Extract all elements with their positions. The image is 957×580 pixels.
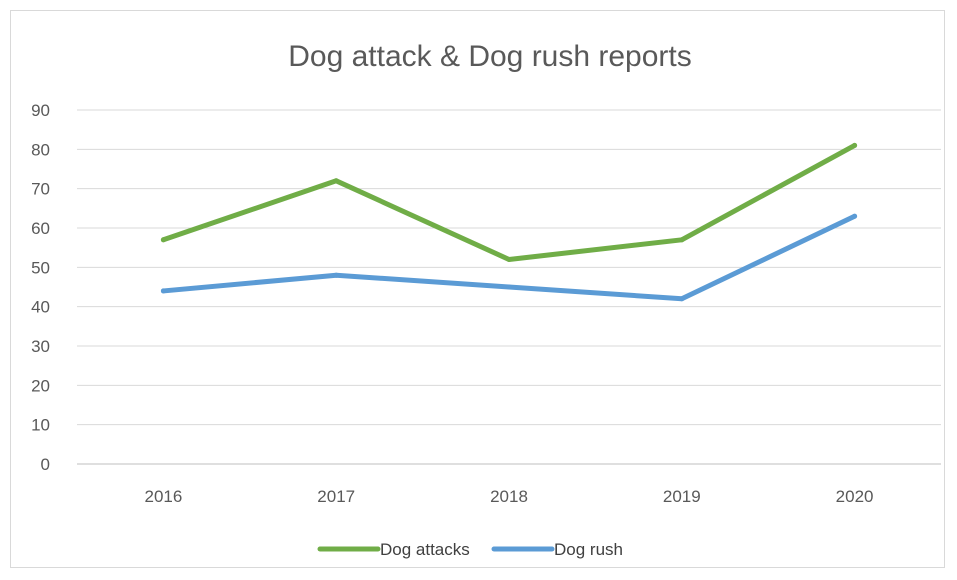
data-point <box>333 272 339 278</box>
y-tick-label: 60 <box>31 219 50 238</box>
data-point <box>160 237 166 243</box>
y-tick-label: 30 <box>31 337 50 356</box>
data-point <box>333 178 339 184</box>
legend-label: Dog attacks <box>380 540 470 559</box>
x-tick-label: 2017 <box>317 487 355 506</box>
data-point <box>679 237 685 243</box>
series-line-0 <box>160 142 858 262</box>
y-tick-label: 0 <box>41 455 50 474</box>
data-point <box>506 256 512 262</box>
x-tick-label: 2016 <box>144 487 182 506</box>
chart-title: Dog attack & Dog rush reports <box>288 40 692 73</box>
x-tick-label: 2018 <box>490 487 528 506</box>
data-point <box>852 213 858 219</box>
y-tick-label: 40 <box>31 298 50 317</box>
y-axis-ticks: 0 10 20 30 40 50 60 70 80 90 <box>31 101 50 474</box>
y-tick-label: 20 <box>31 376 50 395</box>
y-tick-label: 10 <box>31 416 50 435</box>
data-point <box>679 296 685 302</box>
x-axis-ticks: 2016 2017 2018 2019 2020 <box>144 487 873 506</box>
gridlines <box>77 109 941 465</box>
x-tick-label: 2019 <box>663 487 701 506</box>
y-tick-label: 70 <box>31 180 50 199</box>
data-point <box>506 284 512 290</box>
y-tick-label: 50 <box>31 258 50 277</box>
data-point <box>852 142 858 148</box>
data-point <box>160 288 166 294</box>
series-lines <box>160 142 858 302</box>
legend: Dog attacks Dog rush <box>317 540 623 559</box>
y-tick-label: 80 <box>31 140 50 159</box>
legend-label: Dog rush <box>554 540 623 559</box>
y-tick-label: 90 <box>31 101 50 120</box>
x-tick-label: 2020 <box>836 487 874 506</box>
